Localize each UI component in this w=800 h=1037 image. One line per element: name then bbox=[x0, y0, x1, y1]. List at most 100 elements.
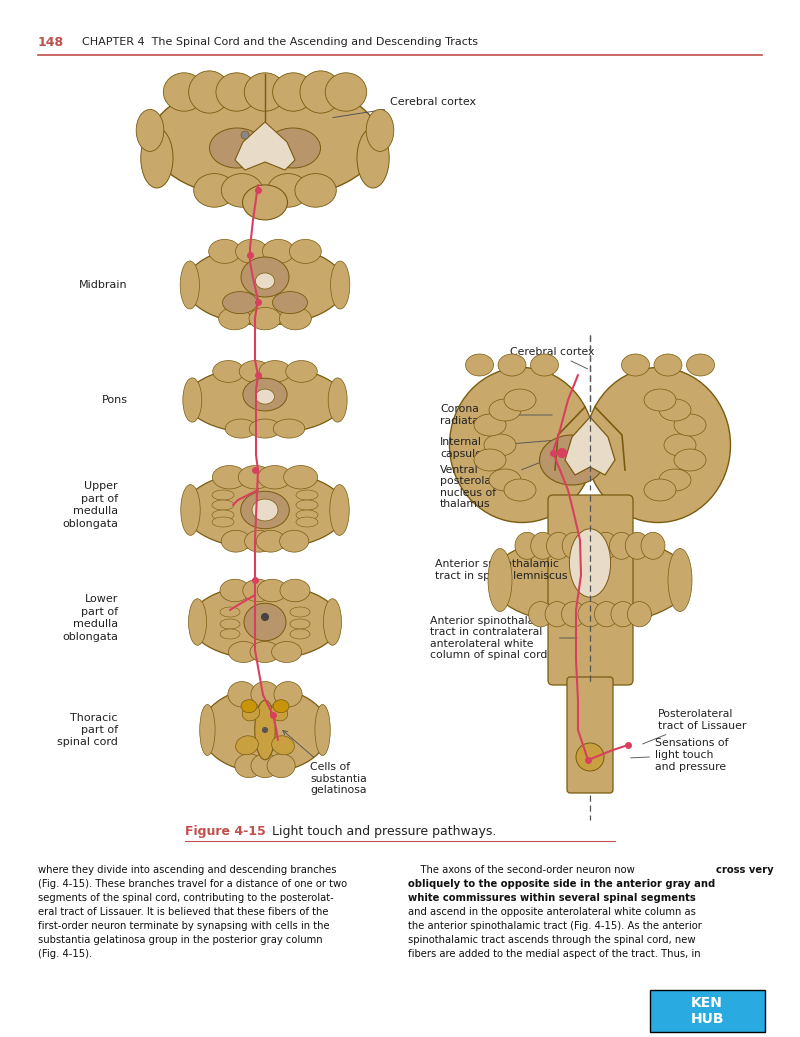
FancyBboxPatch shape bbox=[567, 677, 613, 793]
Text: and ascend in the opposite anterolateral white column as: and ascend in the opposite anterolateral… bbox=[408, 907, 696, 917]
Ellipse shape bbox=[279, 530, 309, 552]
Ellipse shape bbox=[489, 399, 521, 421]
Ellipse shape bbox=[562, 601, 586, 626]
Text: Anterior spinothalamic
tract in contralateral
anterolateral white
column of spin: Anterior spinothalamic tract in contrala… bbox=[430, 616, 578, 661]
Ellipse shape bbox=[222, 530, 250, 552]
Ellipse shape bbox=[366, 109, 394, 151]
Ellipse shape bbox=[141, 128, 173, 188]
Ellipse shape bbox=[296, 510, 318, 520]
Ellipse shape bbox=[504, 389, 536, 411]
Ellipse shape bbox=[241, 257, 289, 297]
Ellipse shape bbox=[659, 399, 691, 421]
Text: Midbrain: Midbrain bbox=[79, 280, 128, 290]
Ellipse shape bbox=[273, 700, 289, 712]
Ellipse shape bbox=[594, 601, 618, 626]
Ellipse shape bbox=[267, 754, 295, 778]
Text: CHAPTER 4  The Spinal Cord and the Ascending and Descending Tracts: CHAPTER 4 The Spinal Cord and the Ascend… bbox=[82, 37, 478, 47]
Ellipse shape bbox=[274, 681, 302, 707]
Ellipse shape bbox=[610, 532, 634, 559]
Ellipse shape bbox=[244, 73, 286, 111]
Ellipse shape bbox=[530, 532, 554, 559]
Ellipse shape bbox=[258, 466, 292, 488]
Text: Cerebral cortex: Cerebral cortex bbox=[510, 347, 594, 369]
Ellipse shape bbox=[578, 601, 602, 626]
Text: fibers are added to the medial aspect of the tract. Thus, in: fibers are added to the medial aspect of… bbox=[408, 949, 701, 959]
Text: Cerebral cortex: Cerebral cortex bbox=[333, 97, 476, 117]
Text: Pons: Pons bbox=[102, 395, 128, 405]
Ellipse shape bbox=[622, 354, 650, 376]
Ellipse shape bbox=[284, 466, 318, 488]
Ellipse shape bbox=[474, 414, 506, 436]
Ellipse shape bbox=[686, 354, 714, 376]
Ellipse shape bbox=[241, 492, 290, 529]
Ellipse shape bbox=[474, 449, 506, 471]
Ellipse shape bbox=[220, 629, 240, 639]
Ellipse shape bbox=[255, 389, 274, 404]
Ellipse shape bbox=[296, 517, 318, 527]
Ellipse shape bbox=[296, 500, 318, 510]
Text: Cells of
substantia
gelatinosa: Cells of substantia gelatinosa bbox=[283, 730, 366, 795]
Ellipse shape bbox=[545, 601, 569, 626]
Ellipse shape bbox=[668, 549, 692, 612]
Ellipse shape bbox=[243, 580, 273, 601]
Text: where they divide into ascending and descending branches
(Fig. 4-15). These bran: where they divide into ascending and des… bbox=[38, 865, 347, 959]
Ellipse shape bbox=[220, 619, 240, 629]
Ellipse shape bbox=[185, 245, 345, 325]
Ellipse shape bbox=[222, 173, 262, 207]
Ellipse shape bbox=[249, 307, 281, 330]
Text: 148: 148 bbox=[38, 35, 64, 49]
Ellipse shape bbox=[330, 484, 350, 535]
Ellipse shape bbox=[326, 73, 366, 111]
Text: Lower
part of
medulla
oblongata: Lower part of medulla oblongata bbox=[62, 594, 118, 642]
Ellipse shape bbox=[664, 435, 696, 456]
Ellipse shape bbox=[225, 419, 257, 438]
Ellipse shape bbox=[626, 532, 650, 559]
Ellipse shape bbox=[220, 580, 250, 601]
Ellipse shape bbox=[488, 549, 512, 612]
Ellipse shape bbox=[330, 261, 350, 309]
Text: Sensations of
light touch
and pressure: Sensations of light touch and pressure bbox=[630, 738, 729, 772]
Ellipse shape bbox=[290, 240, 322, 263]
Ellipse shape bbox=[262, 728, 267, 732]
Ellipse shape bbox=[290, 619, 310, 629]
Ellipse shape bbox=[530, 354, 558, 376]
Ellipse shape bbox=[216, 73, 258, 111]
Ellipse shape bbox=[296, 491, 318, 500]
Ellipse shape bbox=[654, 354, 682, 376]
Ellipse shape bbox=[228, 681, 256, 707]
Ellipse shape bbox=[250, 642, 280, 663]
Ellipse shape bbox=[273, 73, 314, 111]
Ellipse shape bbox=[200, 704, 215, 756]
Ellipse shape bbox=[272, 736, 294, 755]
Ellipse shape bbox=[212, 510, 234, 520]
Ellipse shape bbox=[222, 291, 258, 313]
Ellipse shape bbox=[498, 354, 526, 376]
Ellipse shape bbox=[484, 435, 516, 456]
Ellipse shape bbox=[274, 419, 305, 438]
Ellipse shape bbox=[241, 700, 257, 712]
Ellipse shape bbox=[262, 614, 269, 620]
Text: Ventral
posterolateral
nucleus of
thalamus: Ventral posterolateral nucleus of thalam… bbox=[440, 454, 562, 509]
Ellipse shape bbox=[190, 585, 340, 660]
Ellipse shape bbox=[586, 367, 730, 523]
Ellipse shape bbox=[189, 71, 230, 113]
Text: white commissures within several spinal segments: white commissures within several spinal … bbox=[408, 893, 696, 903]
Ellipse shape bbox=[241, 131, 249, 139]
Ellipse shape bbox=[279, 307, 311, 330]
Ellipse shape bbox=[270, 705, 288, 721]
Ellipse shape bbox=[295, 173, 336, 207]
Ellipse shape bbox=[201, 688, 329, 773]
Ellipse shape bbox=[529, 601, 553, 626]
Ellipse shape bbox=[229, 642, 258, 663]
Ellipse shape bbox=[450, 367, 594, 523]
Ellipse shape bbox=[489, 469, 521, 491]
Ellipse shape bbox=[315, 704, 330, 756]
Ellipse shape bbox=[256, 530, 286, 552]
Ellipse shape bbox=[273, 291, 307, 313]
Ellipse shape bbox=[259, 361, 290, 383]
Ellipse shape bbox=[209, 240, 241, 263]
Ellipse shape bbox=[242, 705, 260, 721]
Ellipse shape bbox=[266, 128, 321, 168]
Ellipse shape bbox=[189, 598, 206, 645]
Ellipse shape bbox=[212, 500, 234, 510]
